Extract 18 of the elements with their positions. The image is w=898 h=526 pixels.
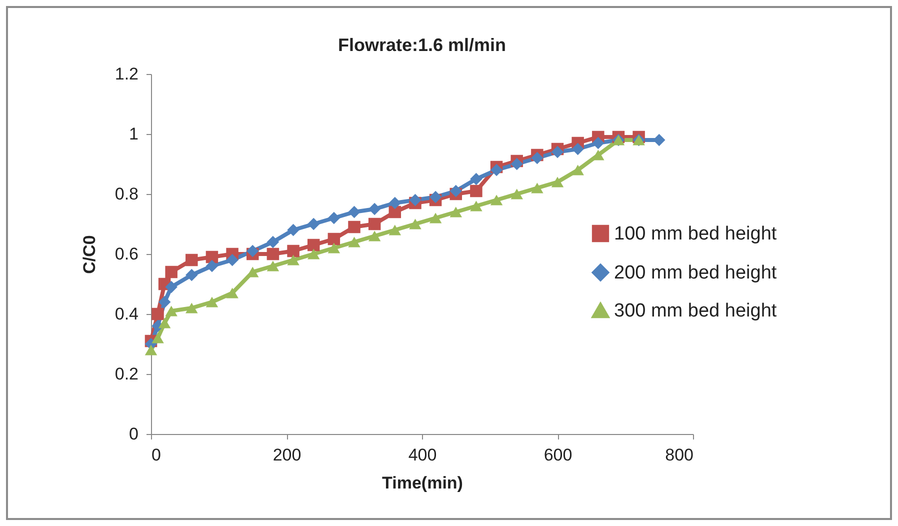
chart-title: Flowrate:1.6 ml/min <box>338 35 506 55</box>
y-tick-label: 1 <box>129 124 138 144</box>
legend-label: 100 mm bed height <box>614 224 778 244</box>
x-tick-label: 800 <box>665 446 694 464</box>
x-tick-label: 0 <box>152 446 161 464</box>
x-tick-label: 200 <box>272 446 302 464</box>
y-axis-title: C/C0 <box>80 235 99 274</box>
y-tick-label: 0.2 <box>114 364 138 384</box>
y-tick-label: 0 <box>129 424 138 444</box>
x-axis-title: Time(min) <box>382 474 463 492</box>
legend-label: 300 mm bed height <box>614 300 778 322</box>
x-tick-label: 600 <box>544 446 572 464</box>
y-tick-label: 0.8 <box>114 184 138 204</box>
y-tick-label: 1.2 <box>114 64 138 84</box>
legend-label: 200 mm bed height <box>614 262 778 284</box>
x-tick-label: 400 <box>408 446 437 464</box>
y-tick-label: 0.4 <box>114 304 138 324</box>
y-tick-label: 0.6 <box>114 244 138 264</box>
